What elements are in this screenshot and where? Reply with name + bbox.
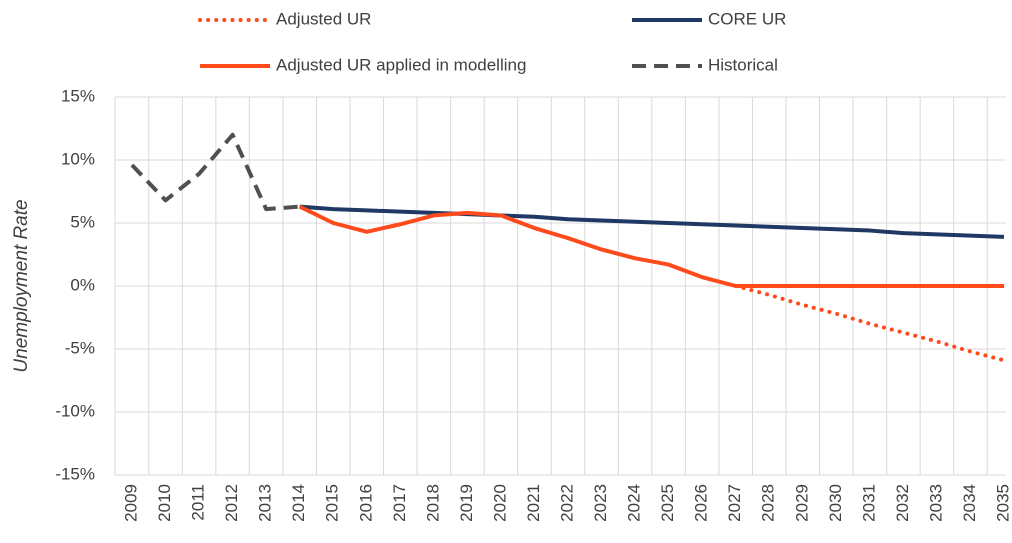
x-tick-label: 2024 bbox=[625, 484, 644, 522]
x-tick-label: 2023 bbox=[591, 484, 610, 522]
x-tick-label: 2021 bbox=[524, 484, 543, 522]
x-tick-label: 2032 bbox=[893, 484, 912, 522]
y-tick-label: -5% bbox=[65, 338, 95, 357]
x-tick-label: 2020 bbox=[490, 484, 509, 522]
x-tick-label: 2029 bbox=[792, 484, 811, 522]
x-tick-label: 2030 bbox=[826, 484, 845, 522]
x-tick-label: 2027 bbox=[725, 484, 744, 522]
x-tick-label: 2017 bbox=[390, 484, 409, 522]
series-line bbox=[130, 132, 300, 212]
legend-label: Historical bbox=[708, 55, 778, 74]
legend-label: Adjusted UR bbox=[276, 9, 371, 28]
series-line bbox=[733, 284, 1006, 363]
legend-label: CORE UR bbox=[708, 9, 786, 28]
x-tick-label: 2013 bbox=[256, 484, 275, 522]
y-tick-label: 10% bbox=[61, 149, 95, 168]
x-tick-label: 2028 bbox=[759, 484, 778, 522]
x-tick-label: 2025 bbox=[658, 484, 677, 522]
y-tick-label: 0% bbox=[70, 275, 95, 294]
x-tick-label: 2018 bbox=[423, 484, 442, 522]
x-tick-label: 2016 bbox=[356, 484, 375, 522]
series-line bbox=[299, 204, 1005, 239]
series-line bbox=[298, 204, 1004, 288]
y-tick-label: -15% bbox=[55, 464, 95, 483]
x-tick-label: 2026 bbox=[692, 484, 711, 522]
y-tick-label: -10% bbox=[55, 401, 95, 420]
x-tick-label: 2012 bbox=[222, 484, 241, 522]
x-tick-label: 2014 bbox=[289, 484, 308, 522]
x-tick-label: 2022 bbox=[557, 484, 576, 522]
x-tick-label: 2010 bbox=[155, 484, 174, 522]
y-axis-label: Unemployment Rate bbox=[11, 199, 32, 372]
x-tick-label: 2034 bbox=[960, 484, 979, 522]
y-tick-label: 5% bbox=[70, 212, 95, 231]
x-tick-label: 2033 bbox=[926, 484, 945, 522]
x-tick-label: 2011 bbox=[189, 484, 208, 521]
y-tick-label: 15% bbox=[61, 86, 95, 105]
x-tick-label: 2019 bbox=[457, 484, 476, 522]
legend-label: Adjusted UR applied in modelling bbox=[276, 55, 526, 74]
x-tick-label: 2035 bbox=[993, 484, 1012, 522]
x-tick-label: 2031 bbox=[859, 484, 878, 522]
x-tick-label: 2015 bbox=[323, 484, 342, 522]
x-tick-label: 2009 bbox=[121, 484, 140, 522]
